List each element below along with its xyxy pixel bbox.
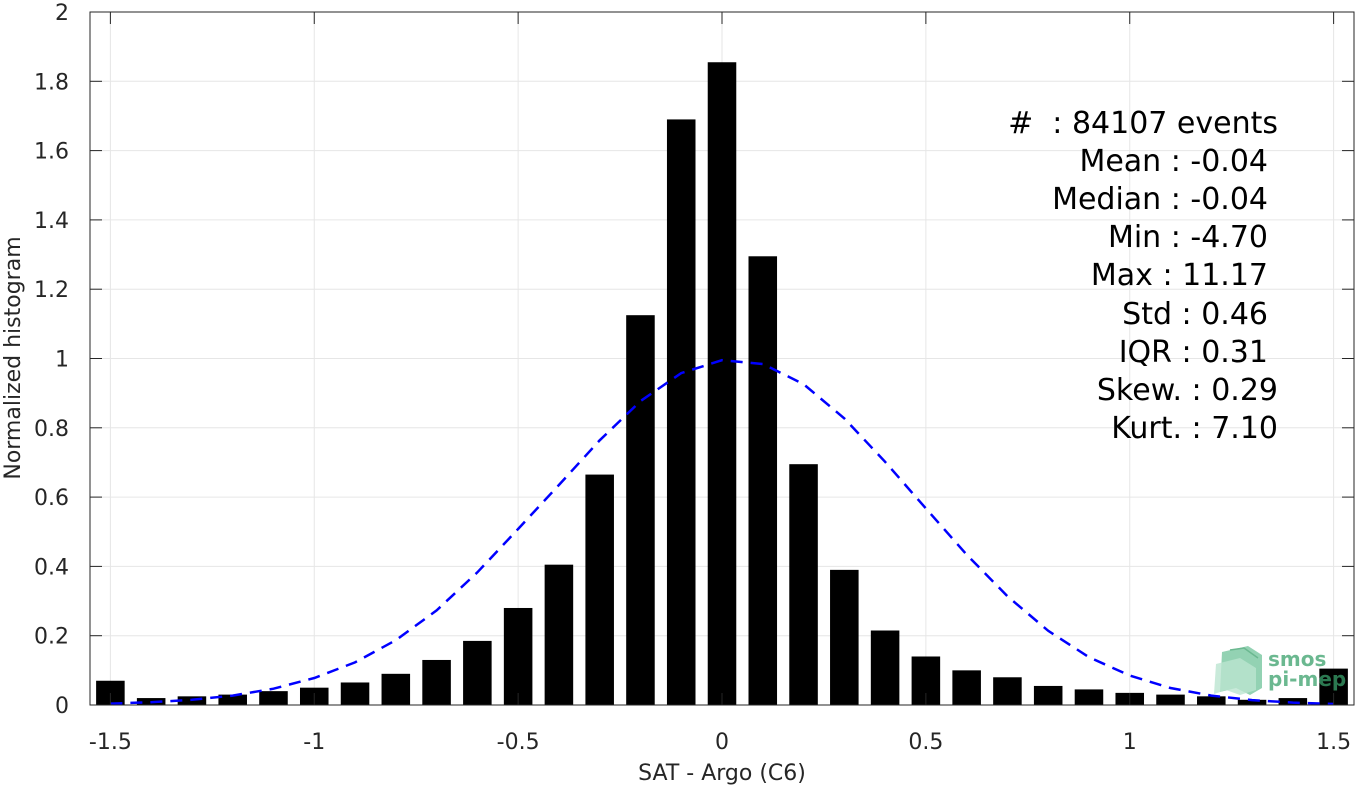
x-tick-label: 1.5 (1316, 730, 1351, 755)
histogram-bar (585, 474, 614, 705)
y-tick-label: 0.6 (34, 486, 69, 511)
histogram-bar (789, 464, 818, 705)
logo-line2: pi-mep (1268, 667, 1346, 691)
logo-line1: smos (1268, 647, 1326, 671)
stat-median: Median : -0.04 (1052, 182, 1268, 217)
y-tick-label: 2 (55, 1, 69, 26)
histogram-bar (422, 659, 451, 705)
x-axis-label: SAT - Argo (C6) (638, 761, 806, 786)
x-tick-label: 0 (715, 730, 729, 755)
histogram-bar (707, 62, 737, 706)
logo-wave-icon (1214, 646, 1262, 695)
x-tick-label: -1.5 (89, 730, 132, 755)
histogram-bar (503, 607, 533, 705)
y-tick-label: 0.4 (34, 555, 69, 580)
stat-std: Std : 0.46 (1122, 297, 1268, 332)
y-tick-label: 1.2 (34, 278, 69, 303)
y-tick-label: 1.8 (34, 70, 69, 95)
histogram-bar (748, 256, 778, 705)
x-tick-label: -0.5 (497, 730, 540, 755)
stat-mean: Mean : -0.04 (1079, 144, 1268, 179)
histogram-bar (463, 640, 492, 705)
stat-skew: Skew. : 0.29 (1097, 373, 1278, 408)
histogram-bar (666, 119, 696, 706)
histogram-bar (1237, 699, 1267, 705)
stat-max: Max : 11.17 (1091, 258, 1268, 293)
y-tick-label: 0.2 (34, 625, 69, 650)
histogram-bar (993, 677, 1022, 705)
y-tick-label: 1.6 (34, 140, 69, 165)
y-tick-label: 1.4 (34, 209, 69, 234)
stats-annotation: # : 84107 events Mean : -0.04 Median : -… (1008, 106, 1278, 446)
y-tick-label: 0.8 (34, 417, 69, 442)
histogram-bar (952, 670, 981, 705)
histogram-bar (381, 673, 411, 705)
stat-kurt: Kurt. : 7.10 (1111, 411, 1278, 446)
stat-iqr: IQR : 0.31 (1119, 335, 1268, 370)
histogram-bar (1156, 694, 1185, 705)
smos-pimep-logo: smos pi-mep (1214, 646, 1346, 695)
stat-min: Min : -4.70 (1108, 220, 1268, 255)
histogram-bar (1074, 689, 1104, 705)
y-tick-label: 0 (55, 694, 69, 719)
histogram-bar (340, 682, 370, 705)
histogram-bar (544, 564, 574, 705)
y-axis-ticks: 0 0.2 0.4 0.6 0.8 1 1.2 1.4 1.6 1.8 2 (34, 1, 1354, 719)
histogram-bar (1033, 685, 1063, 705)
y-axis-label: Normalized histogram (1, 236, 26, 479)
y-tick-label: 1 (55, 348, 69, 373)
histogram-bar (259, 691, 288, 705)
histogram-bar (626, 315, 655, 705)
normal-fit-curve (110, 358, 1334, 706)
histogram-bar (1197, 696, 1226, 705)
histogram-bar (830, 569, 859, 705)
histogram-bar (870, 630, 900, 705)
x-tick-label: 1 (1123, 730, 1137, 755)
histogram-bar (218, 694, 247, 705)
x-tick-label: 0.5 (908, 730, 943, 755)
stat-events: # : 84107 events (1008, 106, 1278, 141)
x-tick-label: -1 (303, 730, 325, 755)
x-axis-ticks: -1.5 -1 -0.5 0 0.5 1 1.5 (89, 12, 1351, 755)
